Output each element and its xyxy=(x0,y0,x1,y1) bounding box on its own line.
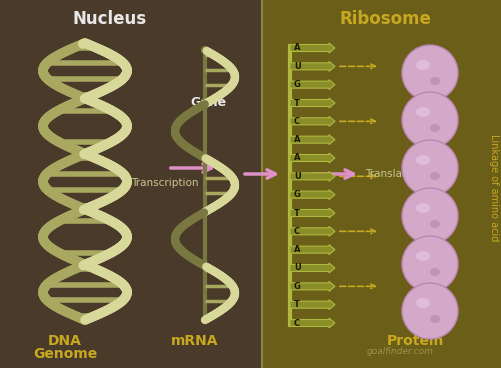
Ellipse shape xyxy=(416,60,430,70)
Ellipse shape xyxy=(430,220,440,228)
Text: G: G xyxy=(294,190,301,199)
Text: A: A xyxy=(294,153,301,163)
Text: U: U xyxy=(294,263,301,272)
FancyArrow shape xyxy=(290,190,335,200)
FancyArrow shape xyxy=(290,245,335,255)
Ellipse shape xyxy=(430,77,440,85)
Ellipse shape xyxy=(402,283,458,339)
Text: C: C xyxy=(294,227,300,236)
Text: Ribosome: Ribosome xyxy=(339,10,431,28)
Text: Genome: Genome xyxy=(33,347,97,361)
Text: T: T xyxy=(294,99,300,107)
Text: Nucleus: Nucleus xyxy=(73,10,147,28)
Text: G: G xyxy=(294,282,301,291)
FancyArrow shape xyxy=(290,61,335,71)
Ellipse shape xyxy=(416,155,430,165)
FancyArrow shape xyxy=(290,79,335,90)
Ellipse shape xyxy=(430,315,440,323)
Text: DNA: DNA xyxy=(48,334,82,348)
Text: Transcription: Transcription xyxy=(131,178,199,188)
Text: C: C xyxy=(294,117,300,126)
FancyArrow shape xyxy=(290,116,335,126)
Ellipse shape xyxy=(402,92,458,148)
Ellipse shape xyxy=(416,203,430,213)
FancyArrow shape xyxy=(290,43,335,53)
Text: U: U xyxy=(294,172,301,181)
Ellipse shape xyxy=(416,251,430,261)
FancyArrow shape xyxy=(290,318,335,328)
Text: Linkage of amino acid: Linkage of amino acid xyxy=(489,134,499,242)
Text: Translation: Translation xyxy=(365,169,422,179)
Text: A: A xyxy=(294,135,301,144)
Text: mRNA: mRNA xyxy=(171,334,219,348)
Ellipse shape xyxy=(430,268,440,276)
Text: T: T xyxy=(294,209,300,217)
Text: A: A xyxy=(294,245,301,254)
Text: Gene: Gene xyxy=(190,96,226,110)
Ellipse shape xyxy=(430,124,440,132)
FancyArrow shape xyxy=(290,226,335,236)
FancyArrow shape xyxy=(290,135,335,145)
Text: Protein: Protein xyxy=(386,334,444,348)
FancyArrow shape xyxy=(290,281,335,291)
Ellipse shape xyxy=(416,298,430,308)
Text: U: U xyxy=(294,62,301,71)
Ellipse shape xyxy=(402,45,458,101)
Text: G: G xyxy=(294,80,301,89)
Ellipse shape xyxy=(402,140,458,196)
FancyArrow shape xyxy=(290,263,335,273)
Text: T: T xyxy=(294,300,300,309)
FancyArrow shape xyxy=(290,300,335,309)
Ellipse shape xyxy=(402,236,458,292)
FancyArrow shape xyxy=(290,171,335,181)
FancyArrow shape xyxy=(290,208,335,218)
Ellipse shape xyxy=(416,107,430,117)
FancyArrow shape xyxy=(290,153,335,163)
Bar xyxy=(262,0,501,368)
Ellipse shape xyxy=(430,172,440,180)
Ellipse shape xyxy=(402,188,458,244)
Text: C: C xyxy=(294,318,300,328)
Text: A: A xyxy=(294,43,301,53)
Bar xyxy=(0,0,262,368)
FancyArrow shape xyxy=(290,98,335,108)
Text: goalfinder.com: goalfinder.com xyxy=(367,347,433,356)
